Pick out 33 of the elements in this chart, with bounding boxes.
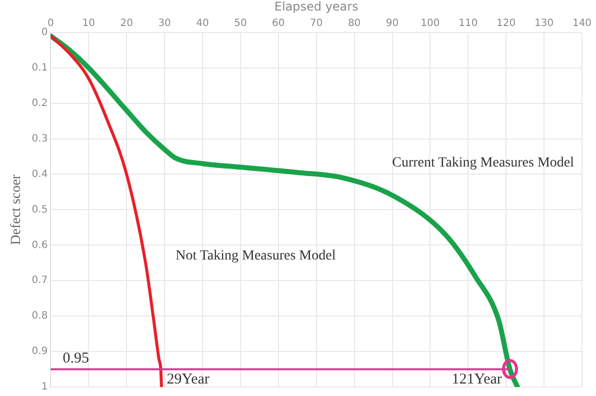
x-tick-label: 20 [120, 18, 133, 29]
y-axis-title: Defect scoer [9, 174, 24, 245]
y-tick-label: 0.5 [32, 204, 48, 216]
y-tick-label: 0.3 [32, 133, 48, 144]
series-label: Current Taking Measures Model [392, 155, 574, 170]
y-tick-label: 0.9 [32, 346, 48, 358]
y-tick-label: 0.2 [32, 98, 48, 109]
x-tick-label: 80 [348, 18, 361, 29]
x-tick-label: 130 [534, 18, 554, 29]
y-tick-label: 1 [41, 382, 48, 393]
text: Not Taking Measures Model [176, 248, 336, 264]
y-tick-label: 0.4 [32, 168, 48, 180]
x-tick-label: 120 [496, 18, 516, 29]
x-tick-label: 30 [158, 18, 171, 29]
x-tick-label: 10 [82, 18, 96, 29]
x-tick-label: 90 [386, 18, 399, 29]
x-tick-label: 100 [420, 18, 440, 29]
x-tick-label: 40 [196, 18, 209, 29]
x-tick-label: 50 [234, 18, 247, 29]
x-axis-title: Elapsed years [274, 0, 358, 14]
annotation: 29Year [166, 372, 210, 388]
y-tick-label: 0.1 [32, 62, 48, 74]
y-tick-label: 0 [41, 26, 48, 38]
x-tick-label: 60 [272, 18, 285, 29]
x-tick-label: 70 [310, 18, 323, 29]
y-tick-label: 0.7 [32, 275, 48, 286]
y-tick-label: 0.6 [32, 240, 48, 251]
x-tick-label: 110 [458, 18, 478, 29]
x-tick-label: 140 [572, 18, 592, 29]
annotation: 121Year [452, 372, 502, 388]
line-series [50, 34, 164, 387]
ref-line-label: 0.95 [62, 350, 89, 367]
y-tick-label: 0.8 [32, 310, 48, 322]
